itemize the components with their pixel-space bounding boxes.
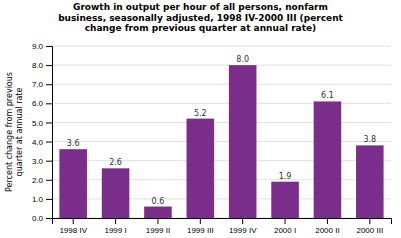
grid-line [52,65,391,66]
tick-label: 9.0 [32,42,44,51]
tick: 2000 III [356,218,383,235]
bar [356,145,384,218]
plot: 3.62.60.65.28.01.96.13.81998 IV1999 I199… [32,42,392,235]
bar [144,207,172,218]
tick-label: 1999 II [146,226,170,235]
tick: 4.0 [32,138,52,147]
tick: 5.0 [32,119,52,128]
tick-mark [46,218,52,219]
tick-mark [73,218,74,224]
data-label: 3.6 [67,139,80,148]
title-line: change from previous quarter at annual r… [85,23,316,33]
tick-mark [369,218,370,224]
tick-label: 1999 III [187,226,214,235]
tick: 1998 IV [59,218,87,235]
x-axis: 1998 IV 1999 I 1999 II 1999 III 1999 IV 2000 … [53,218,392,235]
title-line: Growth in output per hour of all persons… [73,2,328,12]
axis-line [53,219,392,225]
tick-label: 2000 III [356,226,383,235]
data-label: 1.9 [279,172,292,181]
bar [271,182,299,218]
tick-label: 2.0 [32,176,44,185]
tick-mark [46,103,52,104]
tick-mark [46,161,52,162]
tick-label: 1998 IV [59,226,87,235]
tick: 7.0 [32,80,52,89]
tick-label: 1999 IV [229,226,257,235]
data-label: 5.2 [194,109,207,118]
tick-mark [327,218,328,224]
title: Growth in output per hour of all persons… [58,2,343,33]
data-label: 2.6 [109,158,122,167]
tick: 9.0 [32,42,52,51]
bar [187,119,215,218]
tick-label: 7.0 [32,80,44,89]
grid-line [52,84,391,85]
data-labels: 3.6 2.6 0.6 5.2 8.0 1.9 6.1 3.8 [67,55,376,205]
data-label: 0.6 [152,197,165,206]
tick: 1999 IV [229,218,257,235]
title-line: business, seasonally adjusted, 1998 IV-2… [58,13,343,23]
bar [229,65,257,218]
y-axis: 0.0 1.0 2.0 3.0 4.0 5.0 6.0 7.0 8.0 9.0 [32,42,53,223]
tick: 0.0 [32,214,52,223]
tick: 2000 II [315,218,339,235]
bar [59,149,87,218]
bar [314,101,342,218]
data-label: 6.1 [321,91,334,100]
tick-label: 1999 I [104,226,126,235]
grid-line [52,46,391,47]
tick-mark [46,46,52,47]
tick: 6.0 [32,99,52,108]
tick-mark [46,180,52,181]
tick-mark [46,142,52,143]
tick-label: 5.0 [32,119,44,128]
tick-mark [285,218,286,224]
tick: 1999 I [104,218,126,235]
tick-mark [157,218,158,224]
bars [59,65,383,218]
tick: 1999 II [146,218,170,235]
tick: 8.0 [32,61,52,70]
tick-label: 2000 I [274,226,296,235]
tick-label: 4.0 [32,138,44,147]
tick-mark [46,65,52,66]
y-axis-title-line: Percent change from previous [5,72,14,192]
tick-label: 2000 II [315,226,339,235]
y-axis-title: Percent change from previousquarter at a… [5,72,24,192]
tick-label: 8.0 [32,61,44,70]
chart: Growth in output per hour of all persons… [0,0,401,238]
tick-mark [46,122,52,123]
tick-label: 0.0 [32,214,44,223]
tick: 3.0 [32,157,52,166]
tick-label: 6.0 [32,99,44,108]
tick: 1999 III [187,218,214,235]
tick: 2000 I [274,218,296,235]
bar [102,168,130,218]
y-axis-title-line: quarter at annual rate [15,88,24,177]
data-label: 8.0 [236,55,249,64]
grid [52,46,391,218]
axis-line [46,47,53,219]
tick: 2.0 [32,176,52,185]
tick-mark [46,84,52,85]
tick: 1.0 [32,195,52,204]
data-label: 3.8 [363,135,376,144]
tick-mark [115,218,116,224]
tick-mark [242,218,243,224]
tick-mark [200,218,201,224]
tick-label: 3.0 [32,157,44,166]
tick-mark [46,199,52,200]
tick-label: 1.0 [32,195,44,204]
